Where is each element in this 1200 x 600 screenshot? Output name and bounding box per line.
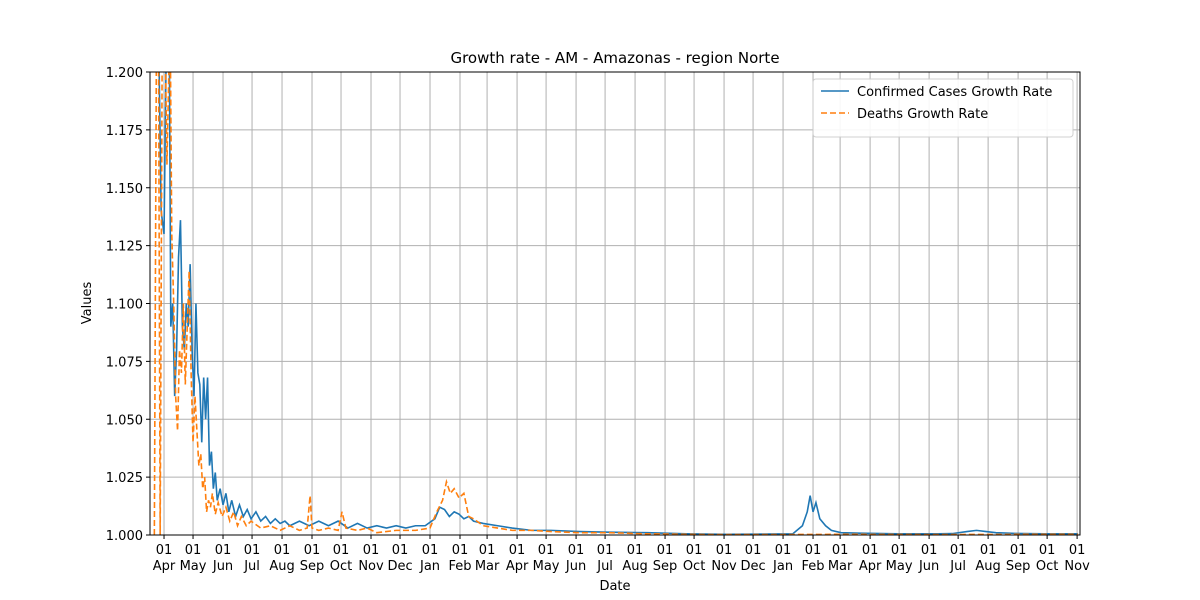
x-tick-label: 01 May — [533, 543, 560, 574]
x-tick-label: 01 May — [886, 543, 913, 574]
legend: Confirmed Cases Growth Rate Deaths Growth… — [812, 78, 1074, 138]
x-tick-label: 01 Jan — [419, 543, 440, 574]
x-tick-label: 01 Nov — [358, 543, 384, 574]
y-tick-label: 1.075 — [106, 355, 143, 370]
x-tick-label: 01 Aug — [622, 543, 647, 574]
x-tick-label: 01 Jan — [772, 543, 793, 574]
x-tick-label: 01 Jun — [565, 543, 586, 574]
y-tick-label: 1.150 — [106, 182, 143, 197]
x-tick-label: 01 Jul — [243, 543, 260, 574]
x-tick-label: 01 Mar — [475, 543, 500, 574]
x-tick-label: 01 Feb — [802, 543, 825, 574]
y-tick-label: 1.200 — [106, 66, 143, 81]
x-tick-label: 01 Jul — [949, 543, 966, 574]
x-tick-label: 01 Apr — [153, 543, 176, 574]
chart-title: Growth rate - AM - Amazonas - region Nor… — [450, 49, 779, 67]
y-tick-label: 1.050 — [106, 413, 143, 428]
x-tick-label: 01 May — [180, 543, 207, 574]
x-tick-label: 01 Oct — [330, 543, 352, 574]
y-tick-label: 1.125 — [106, 240, 143, 255]
x-axis-label: Date — [599, 579, 630, 594]
legend-label: Confirmed Cases Growth Rate — [857, 85, 1052, 100]
data-line — [158, 72, 1079, 535]
data-line — [153, 72, 1079, 535]
x-tick-label: 01 Nov — [1064, 543, 1090, 574]
plot-area — [153, 72, 1079, 535]
y-tick-label: 1.100 — [106, 298, 143, 313]
x-tick-label: 01 Jul — [596, 543, 613, 574]
x-tick-label: 01 Sep — [653, 543, 678, 574]
x-tick-label: 01 Oct — [1036, 543, 1058, 574]
x-tick-label: 01 Apr — [859, 543, 882, 574]
x-tick-label: 01 Oct — [683, 543, 705, 574]
x-tick-label: 01 Sep — [1006, 543, 1031, 574]
x-tick-label: 01 Dec — [740, 543, 765, 574]
legend-box — [812, 78, 1074, 138]
y-tick-label: 1.025 — [106, 471, 143, 486]
x-tick-label: 01 Dec — [387, 543, 412, 574]
x-tick-label: 01 Feb — [448, 543, 471, 574]
x-tick-label: 01 Jun — [212, 543, 233, 574]
x-tick-label: 01 Aug — [269, 543, 294, 574]
legend-label: Deaths Growth Rate — [857, 107, 988, 122]
x-tick-label: 01 Apr — [506, 543, 529, 574]
x-tick-label: 01 Mar — [828, 543, 853, 574]
x-tick-label: 01 Jun — [918, 543, 939, 574]
x-tick-label: 01 Aug — [975, 543, 1000, 574]
x-tick-label: 01 Sep — [300, 543, 325, 574]
y-tick-label: 1.175 — [106, 124, 143, 139]
y-axis-label: Values — [80, 282, 95, 325]
x-tick-label: 01 Nov — [711, 543, 737, 574]
y-tick-label: 1.000 — [106, 529, 143, 544]
